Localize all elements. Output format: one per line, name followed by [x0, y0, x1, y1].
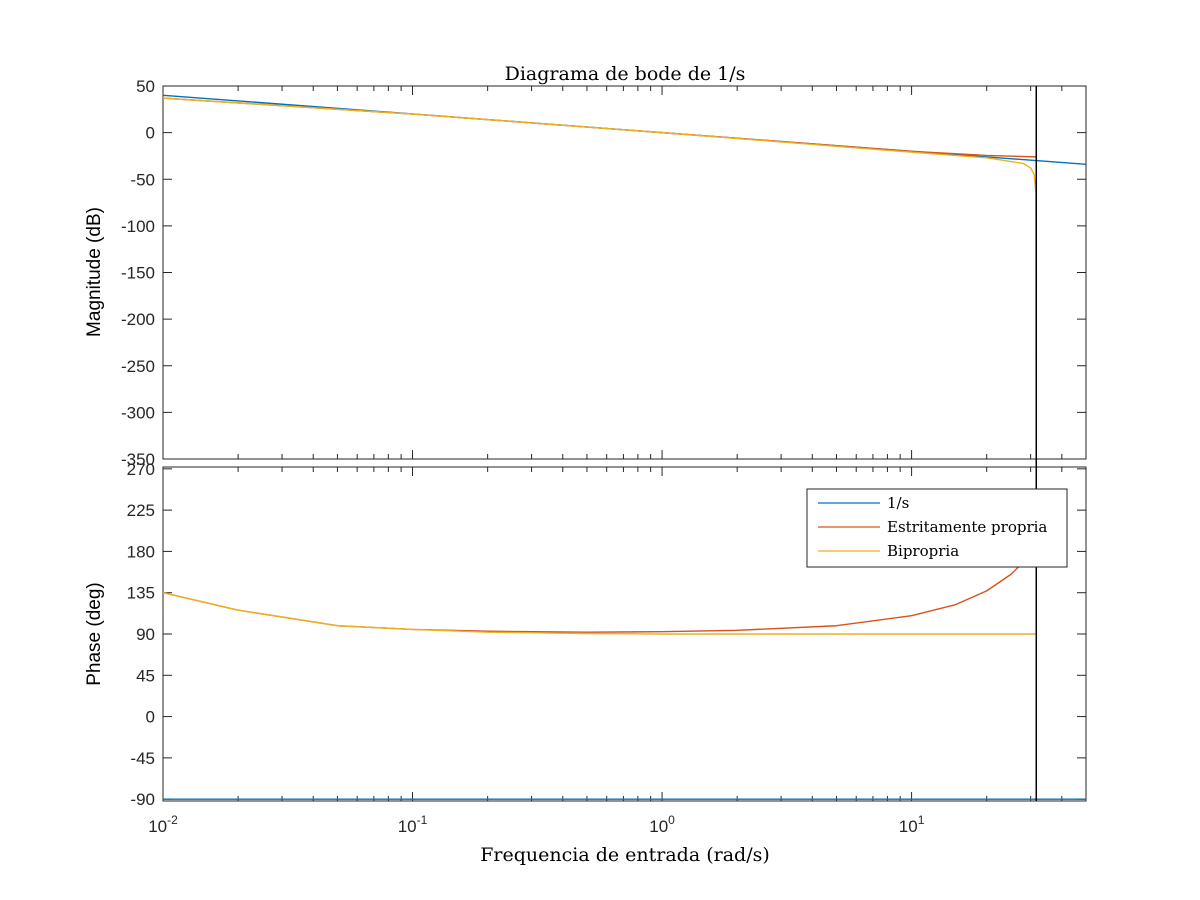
x-tick-label: 101 [899, 813, 925, 836]
magnitude-y-tick-label: -300 [121, 403, 155, 422]
legend: 1/s Estritamente propria Bipropria [806, 488, 1068, 568]
phase-y-tick-label: 45 [136, 666, 155, 685]
x-tick-label: 100 [649, 813, 675, 836]
x-tick-label: 10-1 [398, 813, 428, 836]
phase-y-tick-label: 225 [127, 501, 155, 520]
phase-y-tick-label: 270 [127, 460, 155, 479]
magnitude-y-tick-label: 50 [136, 77, 155, 96]
phase-ylabel: Phase (deg) [84, 582, 105, 686]
phase-y-tick-label: -90 [130, 790, 155, 809]
magnitude-y-tick-label: -350 [121, 450, 155, 469]
magnitude-series-group [163, 94, 1086, 459]
legend-label-bipropria: Bipropria [887, 542, 959, 560]
phase-series-group [163, 550, 1086, 800]
magnitude-plot: 50 0 -50 -100 -150 -200 -250 -300 -350 Magnitude… [84, 77, 1087, 469]
magnitude-ylabel: Magnitude (dB) [84, 207, 105, 337]
phase-y-tick-label: 0 [146, 708, 155, 727]
phase-y-tick-label: -45 [130, 749, 155, 768]
phase-series-bipropria [163, 592, 1037, 635]
magnitude-series-bipropria [163, 97, 1037, 459]
phase-y-tick-label: 135 [127, 584, 155, 603]
legend-label-estritamente-propria: Estritamente propria [887, 518, 1047, 536]
phase-y-tick-label: 90 [136, 625, 155, 644]
chart-title: Diagrama de bode de 1/s [505, 63, 746, 85]
magnitude-y-tick-label: -100 [121, 217, 155, 236]
x-axis-label: Frequencia de entrada (rad/s) [480, 844, 770, 866]
magnitude-y-tick-label: -50 [130, 170, 155, 189]
legend-box [806, 488, 1068, 568]
magnitude-y-tick-label: -150 [121, 264, 155, 283]
legend-label-1s: 1/s [887, 494, 909, 512]
magnitude-axes-box [162, 85, 1087, 460]
x-tick-labels: 10-2 10-1 100 101 [148, 813, 925, 836]
x-tick-label: 10-2 [148, 813, 178, 836]
magnitude-y-tick-label: 0 [146, 124, 155, 143]
magnitude-y-tick-label: -200 [121, 310, 155, 329]
magnitude-y-tick-label: -250 [121, 357, 155, 376]
magnitude-ticks: 50 0 -50 -100 -150 -200 -250 -300 -350 [121, 77, 1087, 469]
phase-y-tick-label: 180 [127, 542, 155, 561]
